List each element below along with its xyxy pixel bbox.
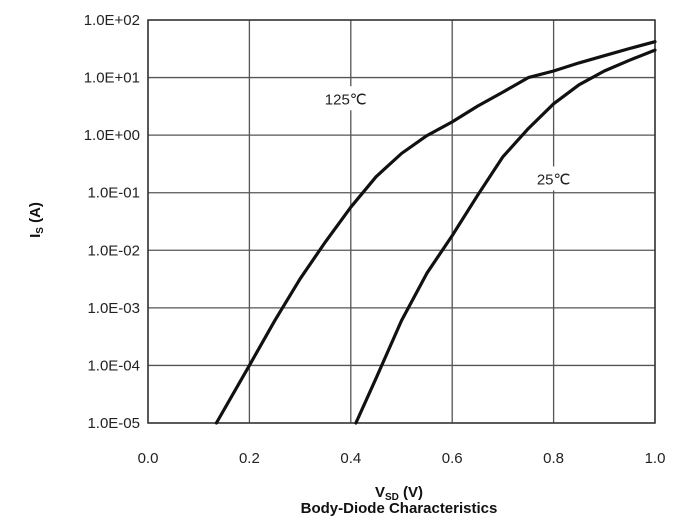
annotation-0: 125℃ bbox=[325, 91, 367, 108]
chart-title: Body-Diode Characteristics bbox=[301, 500, 498, 517]
x-tick-label: 1.0 bbox=[645, 450, 666, 467]
annotations: 125℃ 25℃ bbox=[307, 86, 592, 191]
x-tick-labels: 0.0 0.2 0.4 0.6 0.8 1.0 bbox=[138, 450, 666, 467]
y-tick-label: 1.0E+02 bbox=[84, 12, 140, 29]
y-tick-label: 1.0E+01 bbox=[84, 70, 140, 87]
series-line-0 bbox=[214, 40, 657, 425]
x-tick-label: 0.2 bbox=[239, 450, 260, 467]
annotation-bg-1 bbox=[515, 166, 592, 191]
y-axis-label: IS (A) bbox=[27, 202, 46, 238]
series-lines bbox=[214, 40, 657, 425]
series-line-1 bbox=[354, 48, 657, 425]
x-tick-label: 0.8 bbox=[543, 450, 564, 467]
y-tick-label: 1.0E-02 bbox=[87, 242, 140, 259]
plot-frame bbox=[147, 19, 656, 424]
y-tick-label: 1.0E-05 bbox=[87, 415, 140, 432]
y-tick-label: 1.0E-03 bbox=[87, 300, 140, 317]
y-tick-labels: 1.0E-05 1.0E-04 1.0E-03 1.0E-02 1.0E-01 1.0E+… bbox=[84, 12, 140, 432]
annotation-1: 25℃ bbox=[537, 171, 571, 188]
y-tick-label: 1.0E-01 bbox=[87, 185, 140, 202]
grid-lines bbox=[147, 19, 656, 424]
y-tick-label: 1.0E-04 bbox=[87, 357, 140, 374]
y-tick-label: 1.0E+00 bbox=[84, 127, 140, 144]
x-tick-label: 0.4 bbox=[340, 450, 361, 467]
x-tick-label: 0.6 bbox=[442, 450, 463, 467]
annotation-bg-0 bbox=[307, 86, 384, 111]
x-tick-label: 0.0 bbox=[138, 450, 159, 467]
x-axis-label: VSD (V) bbox=[375, 484, 423, 503]
